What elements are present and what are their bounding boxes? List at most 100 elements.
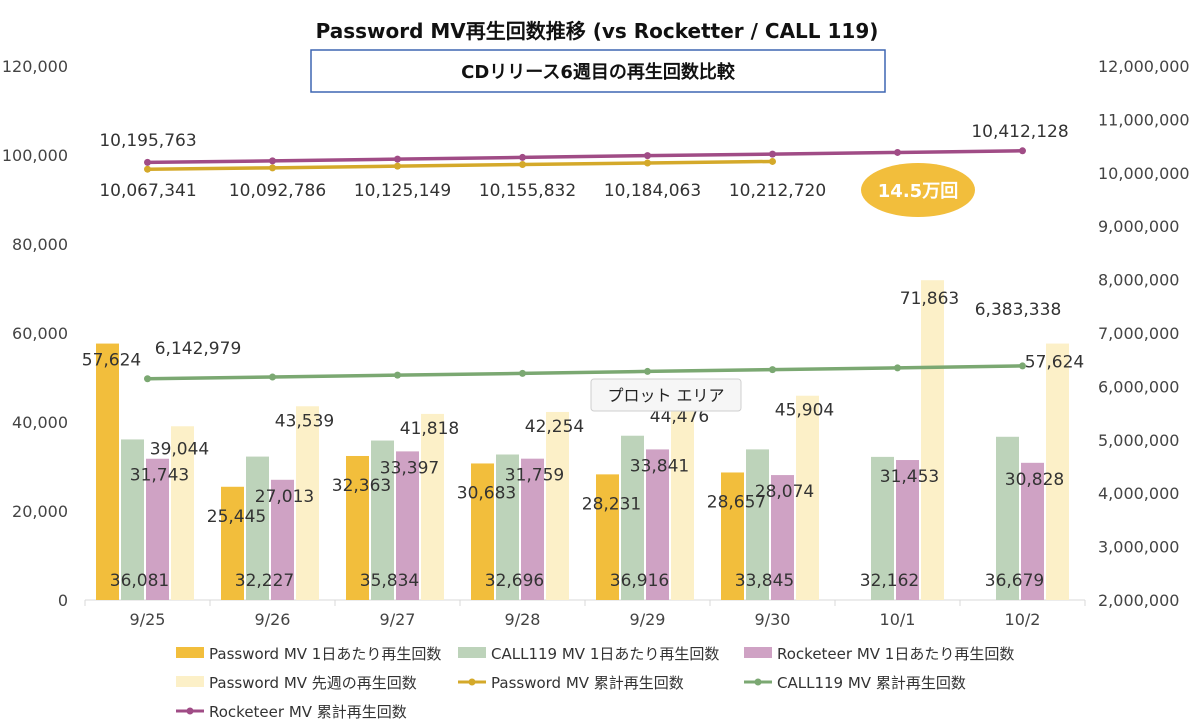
x-tick-label: 9/30 [755,610,791,629]
bar [246,456,269,600]
bar [1021,462,1044,600]
y-left-tick-label: 100,000 [2,146,68,165]
bar-label: 30,828 [1005,470,1064,490]
line-label: 10,184,063 [604,181,701,201]
series-line [147,149,1023,165]
bar [271,479,294,600]
x-tick-label: 9/26 [255,610,291,629]
chart-title: Password MV再生回数推移 (vs Rocketter / CALL 1… [316,19,879,43]
y-left-tick-label: 0 [58,591,68,610]
bar [646,449,669,600]
bar-label: 45,904 [775,401,834,421]
bar [921,280,944,600]
series-point [519,153,526,161]
bar-label: 71,863 [900,289,959,309]
bar [396,451,419,600]
bar-label: 31,743 [130,466,189,486]
bar [1046,343,1069,600]
series-point [644,152,651,160]
plot-area-tooltip: プロット エリア [590,378,742,412]
line-label: 10,212,720 [729,181,826,201]
badge-text: 14.5万回 [878,181,958,202]
y-right-tick-label: 11,000,000 [1098,110,1190,129]
bar [596,474,619,600]
line-label: 10,195,763 [99,131,196,151]
bar [896,460,919,600]
series-line [147,364,1023,381]
bar-label: 32,696 [485,571,544,591]
line-label: 6,383,338 [975,300,1062,320]
bar [746,449,769,600]
bar-label: 28,231 [582,494,641,514]
bar-label: 32,227 [235,571,294,591]
subtitle-frame [310,49,886,93]
series-point [894,364,901,372]
bar [221,486,244,600]
x-tick-label: 9/27 [380,610,416,629]
bar [421,413,444,600]
series-point [394,155,401,163]
series-point [519,369,526,377]
difference-badge: 14.5万回 [861,163,975,217]
series-point [769,157,776,165]
line-label: 10,412,128 [971,122,1068,142]
bar [121,439,144,600]
bar-label: 25,445 [207,507,266,527]
y-right-tick-label: 3,000,000 [1098,538,1179,557]
line-label: 10,067,341 [99,181,196,201]
series-point [769,366,776,374]
x-tick-label: 9/28 [505,610,541,629]
line-label: 10,125,149 [354,181,451,201]
bar [771,475,794,600]
legend-label: Rocketeer MV 累計再生回数 [209,703,407,721]
legend-label: CALL119 MV 累計再生回数 [777,674,966,692]
bar-label: 28,074 [755,482,814,502]
bar [621,435,644,600]
y-right-tick-label: 4,000,000 [1098,484,1179,503]
bar [671,402,694,600]
bar-label: 36,916 [610,571,669,591]
legend: Password MV 1日あたり再生回数 CALL119 MV 1日あたり再生回… [176,645,1014,721]
bar-label: 33,841 [630,456,689,476]
bar [146,458,169,600]
series-line [147,159,773,171]
series-point [1019,362,1026,370]
legend-label: Password MV 先週の再生回数 [209,674,417,692]
legend-label: CALL119 MV 1日あたり再生回数 [491,645,719,663]
line-label: 6,142,979 [155,339,242,359]
data-labels: 57,624 25,445 32,363 30,683 28,231 28,657 36,0… [82,122,1084,591]
series-point [269,373,276,381]
series-point [144,165,151,173]
bar [521,458,544,600]
bar [871,456,894,600]
series-point [269,164,276,172]
bar [996,436,1019,600]
y-right-tick-label: 9,000,000 [1098,217,1179,236]
legend-swatch [744,647,772,658]
bar-label: 32,162 [860,571,919,591]
bar [296,406,319,600]
bar-label: 36,081 [110,571,169,591]
series-point [894,148,901,156]
series-point [644,367,651,375]
bar-label: 57,624 [82,351,141,371]
bar [796,395,819,600]
bar [346,455,369,600]
y-right-tick-label: 10,000,000 [1098,164,1190,183]
bar-label: 36,679 [985,571,1044,591]
bar-label: 43,539 [275,411,334,431]
series-point [144,158,151,166]
badge-ellipse [861,163,975,217]
x-tick-label: 10/2 [1005,610,1041,629]
series-point [644,159,651,167]
bar-label: 27,013 [255,487,314,507]
y-right-tick-label: 12,000,000 [1098,57,1190,76]
chart-subtitle: CDリリース6週目の再生回数比較 [461,61,736,83]
legend-swatch [176,676,204,687]
line-label: 10,092,786 [229,181,326,201]
bar [96,343,119,600]
bar-label: 31,759 [505,466,564,486]
bar-label: 33,397 [380,458,439,478]
x-tick-label: 9/25 [130,610,166,629]
